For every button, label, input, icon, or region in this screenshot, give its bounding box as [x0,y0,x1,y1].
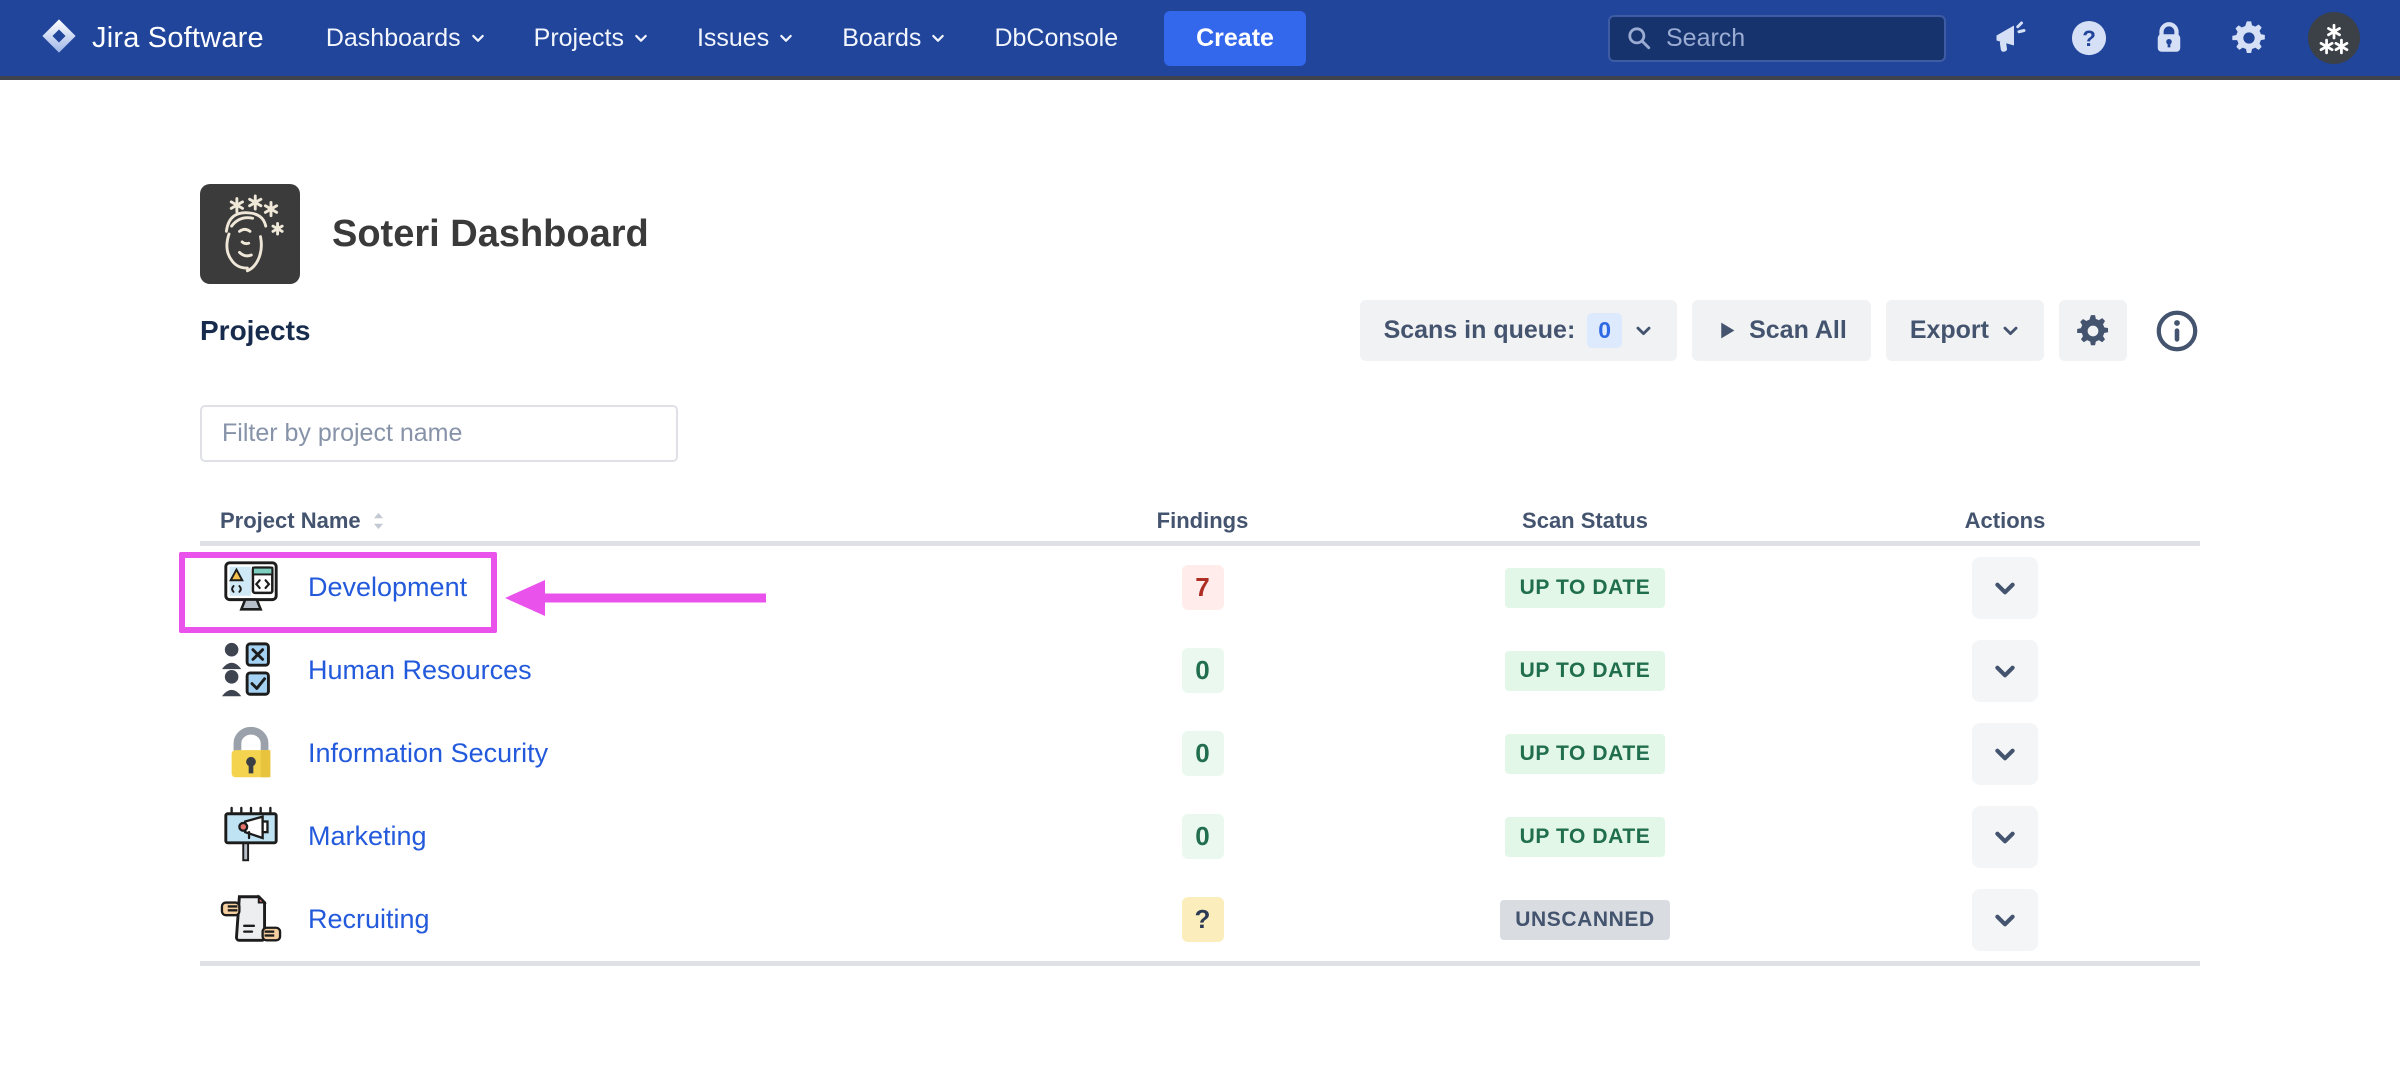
nav-item-boards[interactable]: Boards [842,24,946,53]
sort-icon [373,512,383,529]
nav-item-label: Issues [696,23,770,52]
scan-status-badge: UP TO DATE [1504,650,1666,691]
nav-item-label: Boards [842,23,922,52]
gear-icon [2077,314,2109,345]
export-label: Export [1909,316,1989,344]
project-link-recruiting[interactable]: Recruiting [308,904,430,934]
scan-status-badge: UP TO DATE [1504,816,1666,857]
nav-item-dbconsole[interactable]: DbConsole [994,24,1118,53]
chevron-down-icon [1995,748,2015,760]
nav-item-projects[interactable]: Projects [534,24,649,53]
help-icon[interactable]: ? [2068,17,2110,59]
nav-item-label: DbConsole [994,23,1119,52]
column-header-actions: Actions [1964,507,2046,533]
chevron-down-icon [471,34,484,42]
table-row: Marketing 0 UP TO DATE [200,795,2200,878]
user-avatar[interactable] [2308,12,2360,64]
projects-table: Project Name Findings Scan Status Action… [200,500,2200,966]
svg-text:?: ? [2082,26,2096,51]
scan-status-badge: UP TO DATE [1504,733,1666,774]
settings-button[interactable] [2059,300,2127,361]
nav-item-dashboards[interactable]: Dashboards [326,24,486,53]
project-link-marketing[interactable]: Marketing [308,821,427,851]
findings-badge: ? [1181,897,1224,942]
scan-all-button[interactable]: Scan All [1692,300,1871,361]
human-resources-project-icon [221,641,270,696]
development-project-icon [224,560,278,611]
nav-icon-group: ? [1988,12,2360,64]
announcement-icon[interactable] [1988,17,2030,59]
top-navbar: Jira Software Dashboards Projects Issues… [0,0,2400,80]
jira-logo-icon [40,17,78,60]
info-icon [2156,310,2198,351]
row-actions-button[interactable] [1972,888,2038,951]
search-box[interactable] [1608,14,1946,62]
marketing-project-icon [224,806,278,861]
nav-item-label: Dashboards [325,23,461,52]
gear-icon[interactable] [2228,17,2270,59]
recruiting-project-icon [220,893,282,942]
project-link-information-security[interactable]: Information Security [308,738,549,768]
row-actions-button[interactable] [1972,556,2038,619]
column-header-findings: Findings [1156,507,1249,533]
info-button[interactable] [2154,308,2200,354]
project-link-human-resources[interactable]: Human Resources [308,655,532,685]
table-row: Development 7 UP TO DATE [200,546,2200,629]
row-actions-button[interactable] [1972,805,2038,868]
export-button[interactable]: Export [1885,300,2044,361]
nav-item-label: Projects [533,23,624,52]
search-icon [1628,27,1651,50]
column-header-project-name[interactable]: Project Name [200,508,1045,534]
jira-logo-text: Jira Software [92,21,264,54]
chevron-down-icon [1636,326,1651,336]
chevron-down-icon [1995,665,2015,677]
row-actions-button[interactable] [1972,639,2038,702]
chevron-down-icon [1995,582,2015,594]
chevron-down-icon [932,34,945,42]
table-header: Project Name Findings Scan Status Action… [200,500,2200,546]
findings-badge: 0 [1181,731,1224,776]
project-filter-input[interactable] [200,405,678,462]
chevron-down-icon [780,34,793,42]
chevron-down-icon [635,34,647,42]
search-input[interactable] [1666,23,1906,53]
lock-icon[interactable] [2148,17,2190,59]
page-title: Soteri Dashboard [332,212,649,255]
table-row: Information Security 0 UP TO DATE [200,712,2200,795]
create-button[interactable]: Create [1164,10,1306,66]
page-header: Soteri Dashboard [200,184,649,284]
play-icon [1721,322,1735,339]
scan-status-badge: UP TO DATE [1504,567,1666,608]
row-actions-button[interactable] [1972,722,2038,785]
scans-in-queue-count: 0 [1587,313,1623,348]
nav-item-issues[interactable]: Issues [697,24,794,53]
scans-in-queue-label: Scans in queue: [1383,316,1576,344]
column-header-scan-status: Scan Status [1522,507,1648,533]
chevron-down-icon [1995,914,2015,926]
information-security-project-icon [231,726,271,777]
chevron-down-icon [1995,831,2015,843]
project-link-development[interactable]: Development [308,572,468,602]
scans-in-queue-button[interactable]: Scans in queue: 0 [1359,300,1678,361]
nav-menu: Dashboards Projects Issues Boards DbCons… [326,24,1118,53]
table-row: Human Resources 0 UP TO DATE [200,629,2200,712]
findings-badge: 0 [1181,814,1224,859]
stars [229,194,284,236]
scan-all-label: Scan All [1749,316,1847,344]
chevron-down-icon [2003,326,2018,336]
findings-badge: 7 [1181,565,1224,610]
projects-heading: Projects [200,314,311,346]
table-row: Recruiting ? UNSCANNED [200,878,2200,961]
jira-logo[interactable]: Jira Software [40,17,264,60]
soteri-logo [200,184,300,284]
scan-status-badge: UNSCANNED [1500,899,1670,940]
findings-badge: 0 [1181,648,1224,693]
toolbar: Scans in queue: 0 Scan All Export [1359,300,2200,361]
